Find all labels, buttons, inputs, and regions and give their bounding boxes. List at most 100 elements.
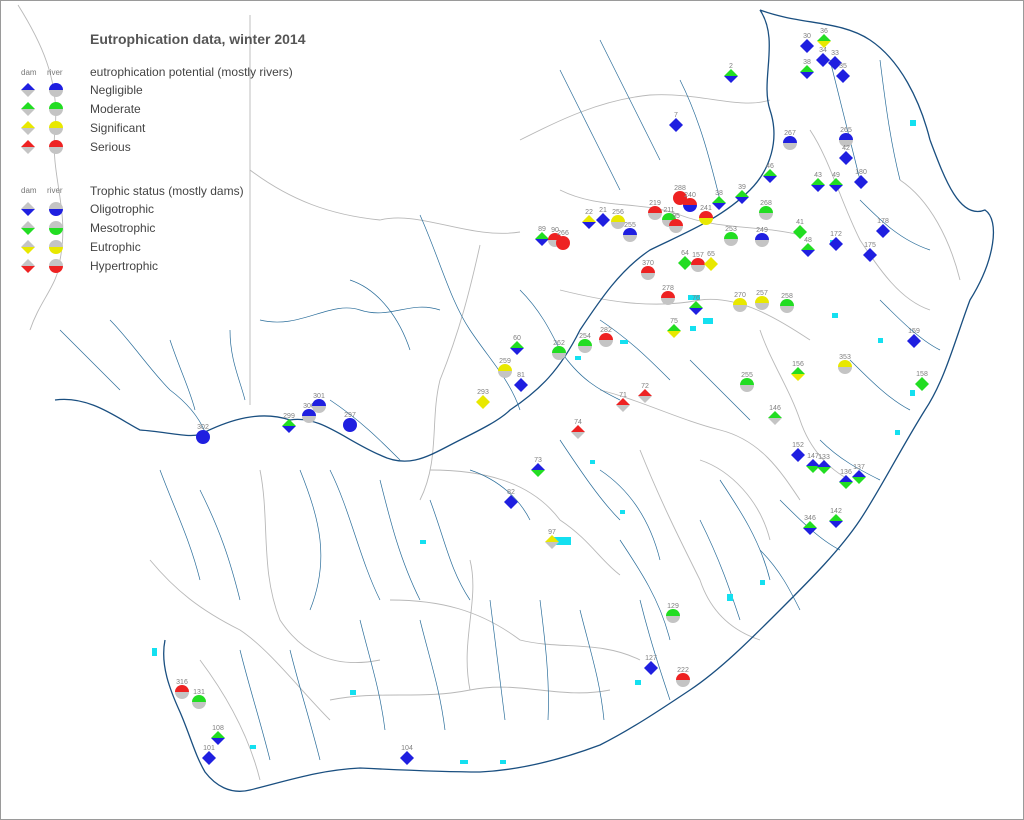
site-marker[interactable]: 370 [641,260,655,280]
site-marker[interactable]: 95 [669,213,683,233]
legend-trophic-symbol [21,221,63,235]
site-marker[interactable]: 346 [803,515,817,535]
rivers [59,39,941,761]
site-marker[interactable]: 131 [192,689,206,709]
site-marker[interactable]: 2 [724,63,738,83]
site-marker[interactable]: 75 [667,318,681,338]
site-label: 147 [807,453,819,460]
site-marker[interactable]: 267 [783,130,797,150]
site-label: 172 [830,231,842,238]
site-marker[interactable]: 255 [623,222,637,242]
site-marker[interactable]: 278 [661,285,675,305]
site-marker[interactable]: 262 [552,340,566,360]
catchment-borders [17,4,961,781]
site-marker[interactable]: 82 [504,489,518,509]
site-marker[interactable]: 41 [793,219,807,239]
site-marker[interactable]: 81 [514,372,528,392]
site-marker[interactable]: 222 [676,667,690,687]
site-label: 301 [313,393,325,400]
site-marker[interactable]: 249 [755,227,769,247]
site-marker[interactable]: 97 [545,529,559,549]
legend-col-river-2: river [47,186,63,195]
site-marker[interactable]: 255 [740,372,754,392]
site-marker[interactable]: 49 [829,172,843,192]
site-marker[interactable]: 22 [582,209,596,229]
site-marker[interactable]: 76 [689,295,703,315]
site-marker[interactable]: 72 [638,383,652,403]
site-marker[interactable]: 36 [817,28,831,48]
site-marker[interactable]: 265 [839,127,853,147]
site-marker[interactable]: 30 [800,33,814,53]
site-label: 268 [760,200,772,207]
site-marker[interactable]: 159 [907,328,921,348]
site-marker[interactable]: 71 [616,392,630,412]
site-marker[interactable]: 268 [759,200,773,220]
site-marker[interactable]: 39 [735,184,749,204]
site-marker[interactable]: 7 [669,112,683,132]
site-marker[interactable]: 257 [755,290,769,310]
site-marker[interactable]: 175 [863,242,877,262]
site-marker[interactable]: 180 [854,169,868,189]
site-label: 104 [401,745,413,752]
site-label: 22 [585,209,593,216]
site-marker[interactable]: 33 [828,50,842,70]
site-marker[interactable]: 73 [531,457,545,477]
site-marker[interactable]: 256 [611,209,625,229]
site-marker[interactable]: 46 [763,163,777,183]
site-marker[interactable]: 219 [648,200,662,220]
site-marker[interactable]: 48 [801,237,815,257]
site-marker[interactable]: 156 [791,361,805,381]
site-marker[interactable]: 300 [302,403,316,423]
site-marker[interactable]: 43 [811,172,825,192]
site-marker[interactable]: 158 [915,371,929,391]
site-marker[interactable]: 259 [498,358,512,378]
site-marker[interactable]: 353 [838,354,852,374]
site-marker[interactable]: 157 [691,252,705,272]
site-marker[interactable]: 42 [839,145,853,165]
site-marker[interactable]: 178 [876,218,890,238]
site-marker[interactable]: 288 [673,185,687,205]
site-marker[interactable]: 316 [175,679,189,699]
site-marker[interactable]: 302 [196,424,210,444]
coastline [54,9,995,792]
site-marker[interactable]: 172 [829,231,843,251]
site-marker[interactable]: 253 [724,226,738,246]
legend-significant: Significant [90,121,146,135]
site-marker[interactable]: 35 [836,63,850,83]
site-marker[interactable]: 258 [780,293,794,313]
site-marker[interactable]: 64 [678,250,692,270]
site-marker[interactable]: 34 [816,47,830,67]
site-marker[interactable]: 146 [768,405,782,425]
site-marker[interactable]: 147 [806,453,820,473]
site-marker[interactable]: 129 [666,603,680,623]
site-marker[interactable]: 38 [712,190,726,210]
site-marker[interactable]: 293 [476,389,490,409]
site-marker[interactable]: 101 [202,745,216,765]
site-marker[interactable]: 299 [282,413,296,433]
site-label: 255 [741,372,753,379]
site-marker[interactable]: 137 [852,464,866,484]
site-marker[interactable]: 60 [510,335,524,355]
site-marker[interactable]: 65 [704,251,718,271]
site-marker[interactable]: 136 [839,469,853,489]
site-marker[interactable]: 254 [578,333,592,353]
site-marker[interactable]: 89 [535,226,549,246]
site-marker[interactable]: 282 [599,327,613,347]
site-marker[interactable]: 266 [556,230,570,250]
site-marker[interactable]: 297 [343,412,357,432]
site-marker[interactable]: 74 [571,419,585,439]
site-marker[interactable]: 38 [800,59,814,79]
site-label: 156 [792,361,804,368]
site-marker[interactable]: 21 [596,207,610,227]
site-marker[interactable]: 142 [829,508,843,528]
site-marker[interactable]: 301 [312,393,326,413]
site-marker[interactable]: 241 [699,205,713,225]
site-marker[interactable]: 127 [644,655,658,675]
site-marker[interactable]: 240 [683,192,697,212]
site-marker[interactable]: 270 [733,292,747,312]
site-marker[interactable]: 108 [211,725,225,745]
site-marker[interactable]: 104 [400,745,414,765]
site-marker[interactable]: 152 [791,442,805,462]
site-marker[interactable]: 133 [817,454,831,474]
site-label: 21 [599,207,607,214]
